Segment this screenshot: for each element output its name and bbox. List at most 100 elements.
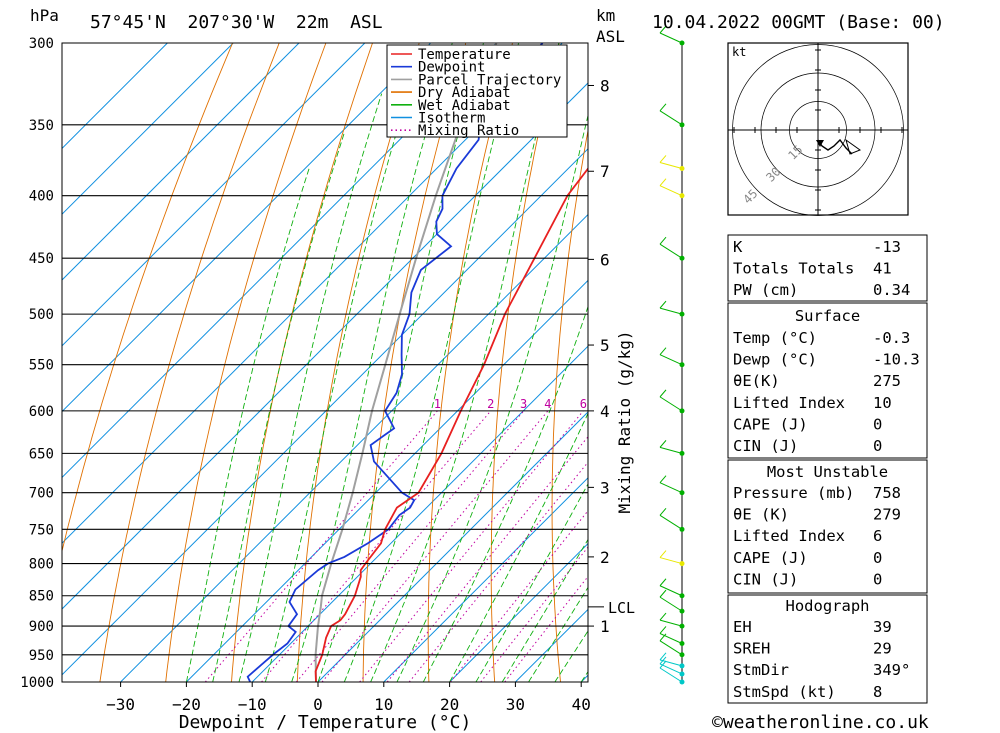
stat-value: 279 — [873, 506, 901, 524]
wind-barb-flag — [659, 236, 667, 245]
isotherm-line — [383, 477, 588, 682]
isotherm-line — [62, 148, 588, 676]
asl-label: ASL — [596, 27, 625, 46]
wind-barb — [659, 667, 683, 683]
dry-adiabat-line — [62, 43, 234, 553]
km-tick-label: 8 — [600, 76, 610, 95]
legend-label: Isotherm — [418, 111, 485, 127]
wind-barb — [659, 161, 683, 169]
hodograph-stats-box — [727, 594, 928, 704]
legend-label: Temperature — [418, 47, 511, 63]
dry-adiabat-line — [362, 43, 467, 682]
mixing-ratio-line — [321, 410, 549, 682]
pressure-tick-label: 900 — [29, 619, 54, 635]
km-tick-label: 4 — [600, 402, 610, 421]
km-tick-label: 1 — [600, 617, 610, 636]
x-tick-label: 30 — [506, 695, 525, 714]
hodograph-unit-label: kt — [732, 45, 746, 59]
km-tick-label: 7 — [600, 162, 610, 181]
pressure-tick-label: 550 — [29, 358, 54, 374]
pressure-tick-label: 750 — [29, 522, 54, 538]
pressure-tick-label: 1000 — [20, 675, 54, 691]
stat-label: Lifted Index — [733, 527, 845, 545]
wind-barb-flag — [659, 347, 667, 356]
wind-barb — [659, 307, 683, 315]
dry-adiabat-line — [165, 43, 327, 682]
wind-barb-flag — [659, 25, 667, 34]
mixing-ratio-tick-label: 4 — [544, 397, 551, 411]
wind-barb-flag — [659, 633, 667, 642]
isotherm-line — [62, 43, 563, 544]
stat-label: Dewp (°C) — [733, 351, 817, 369]
wind-barb — [659, 243, 683, 259]
dry-adiabat-line — [979, 25, 1000, 682]
stat-section-title: Surface — [795, 307, 860, 325]
x-tick-label: −20 — [172, 695, 201, 714]
x-tick-label: 20 — [440, 695, 459, 714]
stat-label: Temp (°C) — [733, 329, 817, 347]
mixing-ratio-line — [504, 575, 588, 682]
stat-label: StmSpd (kt) — [733, 683, 836, 701]
stat-value: 0 — [873, 570, 882, 588]
wind-barb-flag — [659, 507, 667, 516]
stat-value: 0 — [873, 415, 882, 433]
wind-barb — [659, 596, 683, 612]
pressure-tick-label: 350 — [29, 118, 54, 134]
stat-label: K — [733, 238, 743, 256]
mixing-ratio-tick-label: 3 — [520, 397, 527, 411]
storm-motion-marker — [816, 140, 824, 147]
wind-barb-flag — [659, 589, 667, 598]
stat-value: 758 — [873, 484, 901, 502]
pressure-tick-label: 650 — [29, 446, 54, 462]
mixing-ratio-labels: 1 2 3 4 6 — [434, 397, 587, 411]
wind-barb — [659, 659, 683, 667]
stat-label: θE (K) — [733, 506, 789, 524]
legend-label: Wet Adiabat — [418, 98, 511, 114]
series-parcel-trajectory — [314, 43, 498, 682]
dry-adiabat-line — [930, 25, 1000, 682]
mixing-ratio-tick-label: 1 — [434, 397, 441, 411]
km-label: km — [596, 6, 616, 25]
hodograph-trace — [817, 138, 853, 155]
isotherm-line — [62, 43, 300, 281]
wind-profile — [659, 25, 685, 685]
stat-label: EH — [733, 618, 752, 636]
mixing-ratio-line — [480, 546, 588, 682]
wind-barb-flag — [659, 475, 667, 484]
wind-barb-flag — [659, 626, 667, 634]
legend-box — [386, 44, 568, 138]
stat-label: Lifted Index — [733, 394, 845, 412]
pressure-tick-label: 450 — [29, 251, 54, 267]
x-axis-title: Dewpoint / Temperature (°C) — [179, 712, 472, 733]
stat-value: 10 — [873, 394, 892, 412]
hpa-label: hPa — [30, 6, 59, 25]
wind-barb-flag — [659, 550, 667, 558]
pressure-tick-label: 500 — [29, 307, 54, 323]
stat-value: 349° — [873, 661, 910, 679]
series-dewpoint — [246, 43, 544, 682]
legend-label: Parcel Trajectory — [418, 72, 561, 88]
x-tick-label: −30 — [106, 695, 135, 714]
x-tick-label: 10 — [374, 695, 393, 714]
wet-adiabat-line — [238, 93, 383, 682]
wind-barb-flag — [659, 660, 667, 669]
dry-adiabat-line — [490, 43, 560, 682]
mixing-ratio-tick-label: 6 — [580, 397, 587, 411]
wet-adiabat-line — [475, 483, 588, 682]
wind-barb-flag — [659, 300, 667, 309]
mixing-ratio-tick-label: 2 — [487, 397, 494, 411]
wind-barb — [659, 619, 683, 627]
wind-barb — [659, 354, 683, 366]
wind-barb — [659, 633, 683, 644]
stat-label: Pressure (mb) — [733, 484, 854, 502]
wind-barb — [659, 640, 683, 656]
wind-barb — [659, 32, 683, 44]
stat-value: 29 — [873, 640, 892, 658]
x-tick-label: 0 — [313, 695, 323, 714]
isotherm-line — [251, 345, 588, 682]
pressure-tick-label: 600 — [29, 404, 54, 420]
stat-label: CIN (J) — [733, 570, 798, 588]
isotherm-line — [317, 411, 588, 682]
